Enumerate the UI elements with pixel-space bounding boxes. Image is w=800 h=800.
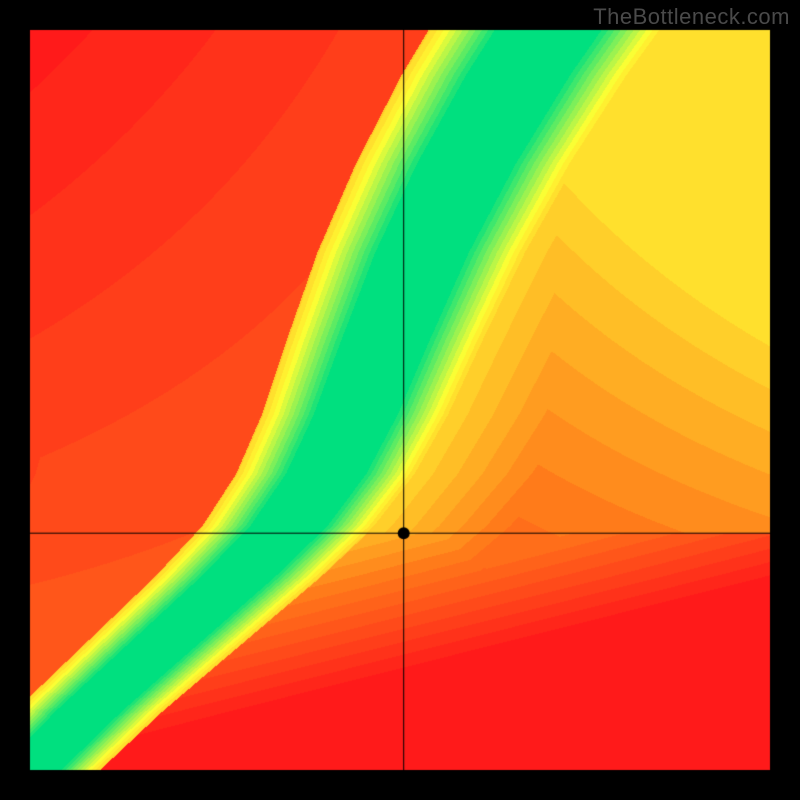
watermark-text: TheBottleneck.com — [593, 4, 790, 30]
bottleneck-heatmap-canvas — [0, 0, 800, 800]
bottleneck-heatmap-container: TheBottleneck.com — [0, 0, 800, 800]
